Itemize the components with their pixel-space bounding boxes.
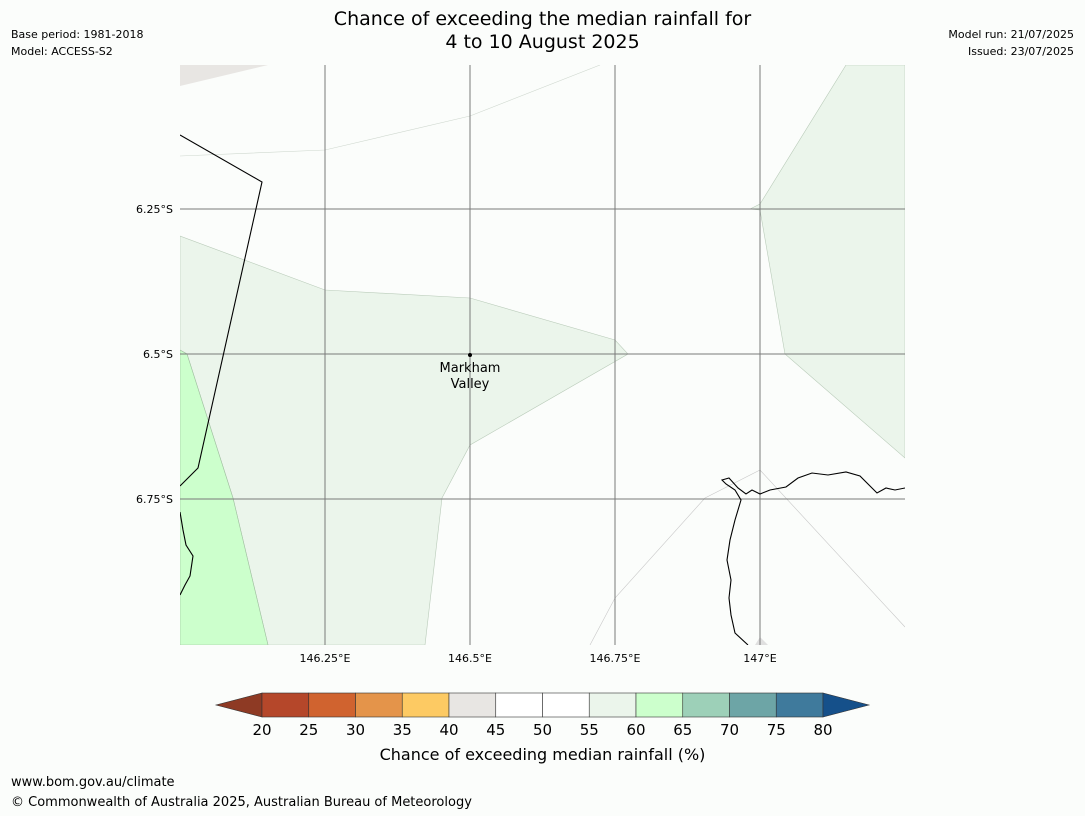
- colorbar-tick-label: 55: [580, 721, 599, 739]
- contour-line: [589, 469, 905, 645]
- colorbar-bin: [635, 692, 684, 718]
- header-meta-right: Model run: 21/07/2025 Issued: 23/07/2025: [948, 26, 1074, 60]
- colorbar-tick-label: 30: [346, 721, 365, 739]
- lat-tick-label: 6.5°S: [143, 348, 173, 361]
- place-label-line-2: Valley: [451, 377, 490, 392]
- colorbar: 20 25 30 35 40 45 50 55 60 65 70 75 80: [214, 692, 871, 739]
- place-marker: [468, 353, 472, 357]
- lon-tick-label: 146.75°E: [590, 652, 641, 665]
- colorbar-tick-label: 80: [813, 721, 832, 739]
- colorbar-tick-label: 45: [486, 721, 505, 739]
- colorbar-over-arrow: [822, 692, 871, 718]
- model-run: Model run: 21/07/2025: [948, 28, 1074, 41]
- colorbar-bin: [355, 692, 403, 718]
- colorbar-tick-label: 65: [673, 721, 692, 739]
- model-name: Model: ACCESS-S2: [11, 45, 113, 58]
- band-60-65-region: [180, 349, 269, 645]
- place-label-line-1: Markham: [440, 361, 501, 376]
- colorbar-bin: [775, 692, 824, 718]
- lat-tick-label: 6.75°S: [136, 493, 173, 506]
- rainfall-map: Markham Valley 146.25°E 146.5°E 146.75°E 14…: [136, 65, 905, 665]
- colorbar-tick-label: 25: [299, 721, 318, 739]
- colorbar-tick-label: 70: [720, 721, 739, 739]
- footer-copyright: © Commonwealth of Australia 2025, Austra…: [11, 795, 472, 810]
- colorbar-tick-label: 35: [393, 721, 412, 739]
- colorbar-tick-label: 50: [533, 721, 552, 739]
- band-55-60-region-east: [748, 65, 905, 459]
- colorbar-bin: [308, 692, 356, 718]
- contour-line: [180, 65, 601, 157]
- coastline: [180, 134, 263, 487]
- colorbar-bin: [495, 692, 543, 718]
- band-40-45-region: [755, 637, 768, 645]
- title-line-1: Chance of exceeding the median rainfall …: [333, 8, 752, 30]
- colorbar-tick-label: 75: [767, 721, 786, 739]
- colorbar-tick-label: 40: [439, 721, 458, 739]
- lon-tick-label: 146.25°E: [300, 652, 351, 665]
- lon-tick-label: 146.5°E: [448, 652, 492, 665]
- title-line-2: 4 to 10 August 2025: [445, 31, 640, 53]
- graticule: [180, 65, 905, 645]
- lon-tick-label: 147°E: [743, 652, 776, 665]
- colorbar-bin: [729, 692, 777, 718]
- coastline: [720, 471, 905, 645]
- issued-date: Issued: 23/07/2025: [967, 45, 1074, 58]
- colorbar-bin: [542, 692, 590, 718]
- colorbar-bin: [261, 692, 310, 718]
- coastline: [180, 511, 194, 596]
- colorbar-tick-label: 20: [252, 721, 271, 739]
- base-period: Base period: 1981-2018: [11, 28, 144, 41]
- colorbar-bin: [401, 692, 450, 718]
- colorbar-tick-label: 60: [626, 721, 645, 739]
- colorbar-bin: [682, 692, 730, 718]
- header-meta-left: Base period: 1981-2018 Model: ACCESS-S2: [11, 26, 143, 60]
- colorbar-under-arrow: [214, 692, 263, 718]
- colorbar-bin: [588, 692, 637, 718]
- lat-tick-label: 6.25°S: [136, 203, 173, 216]
- colorbar-title: Chance of exceeding median rainfall (%): [379, 745, 706, 764]
- footer-url[interactable]: www.bom.gov.au/climate: [11, 775, 175, 790]
- band-40-45-region: [180, 65, 268, 86]
- colorbar-bin: [448, 692, 497, 718]
- map-title: Chance of exceeding the median rainfall …: [0, 8, 1085, 54]
